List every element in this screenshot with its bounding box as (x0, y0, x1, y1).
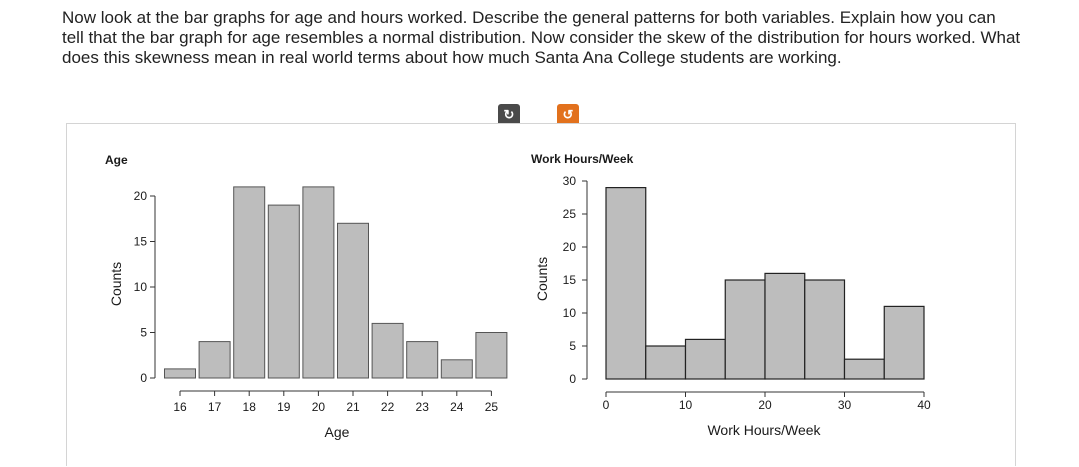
question-text: Now look at the bar graphs for age and h… (62, 8, 1021, 67)
y-tick-label: 15 (563, 273, 577, 287)
bar (233, 186, 266, 379)
histogram-bar (724, 279, 766, 380)
bar (302, 186, 335, 379)
bar (337, 222, 369, 379)
x-tick-label: 20 (758, 398, 772, 412)
refresh-button[interactable]: ↻ (498, 104, 520, 126)
y-tick-label: 15 (134, 235, 148, 249)
y-tick-label: 5 (569, 339, 576, 353)
chart-title-work-hours: Work Hours/Week (531, 152, 634, 166)
histogram-bar (605, 186, 647, 380)
histogram-bar (804, 279, 846, 380)
x-tick-label: 18 (243, 400, 257, 414)
y-tick-label: 20 (134, 189, 148, 203)
charts-svg: Age 0 5 10 15 20 Counts 16 17 18 19 20 21 22 23 24 25 Age… (105, 152, 931, 440)
bar (164, 368, 196, 379)
y-tick-label: 20 (563, 240, 577, 254)
histogram-bar (843, 358, 885, 380)
x-tick-label: 21 (346, 400, 360, 414)
x-tick-label: 25 (485, 400, 499, 414)
histogram-bar (883, 305, 925, 380)
y-tick-label: 25 (563, 207, 577, 221)
bar (406, 341, 439, 379)
x-tick-label: 23 (416, 400, 430, 414)
reset-icon: ↺ (562, 107, 574, 122)
y-axis-label: Counts (534, 257, 550, 301)
y-tick-label: 30 (563, 174, 577, 188)
histogram-bar (645, 345, 687, 380)
bar (475, 332, 508, 379)
y-tick-label: 5 (140, 326, 147, 340)
y-tick-label: 10 (563, 306, 577, 320)
x-tick-label: 10 (679, 398, 693, 412)
y-axis-label: Counts (108, 262, 124, 306)
y-tick-label: 0 (140, 371, 147, 385)
histogram-bar (764, 272, 806, 380)
x-tick-label: 30 (838, 398, 852, 412)
y-tick-label: 10 (134, 280, 148, 294)
bar (440, 359, 473, 379)
x-axis-label: Work Hours/Week (707, 422, 821, 438)
x-tick-label: 22 (381, 400, 395, 414)
refresh-icon: ↻ (503, 107, 515, 122)
x-tick-label: 20 (312, 400, 326, 414)
y-tick-label: 0 (569, 372, 576, 386)
bar (371, 322, 404, 379)
x-tick-label: 17 (208, 400, 222, 414)
histogram-bar (684, 338, 726, 380)
x-tick-label: 40 (917, 398, 931, 412)
bar (267, 204, 300, 379)
x-tick-label: 24 (450, 400, 464, 414)
charts-panel: Age 0 5 10 15 20 Counts 16 17 18 19 20 21 22 23 24 25 Age… (66, 123, 1016, 466)
x-axis-label: Age (325, 424, 350, 440)
x-tick-label: 0 (603, 398, 610, 412)
x-tick-label: 16 (173, 400, 187, 414)
chart-title-age: Age (105, 153, 128, 167)
reset-button[interactable]: ↺ (557, 104, 579, 126)
bar (198, 341, 231, 379)
x-tick-label: 19 (277, 400, 291, 414)
